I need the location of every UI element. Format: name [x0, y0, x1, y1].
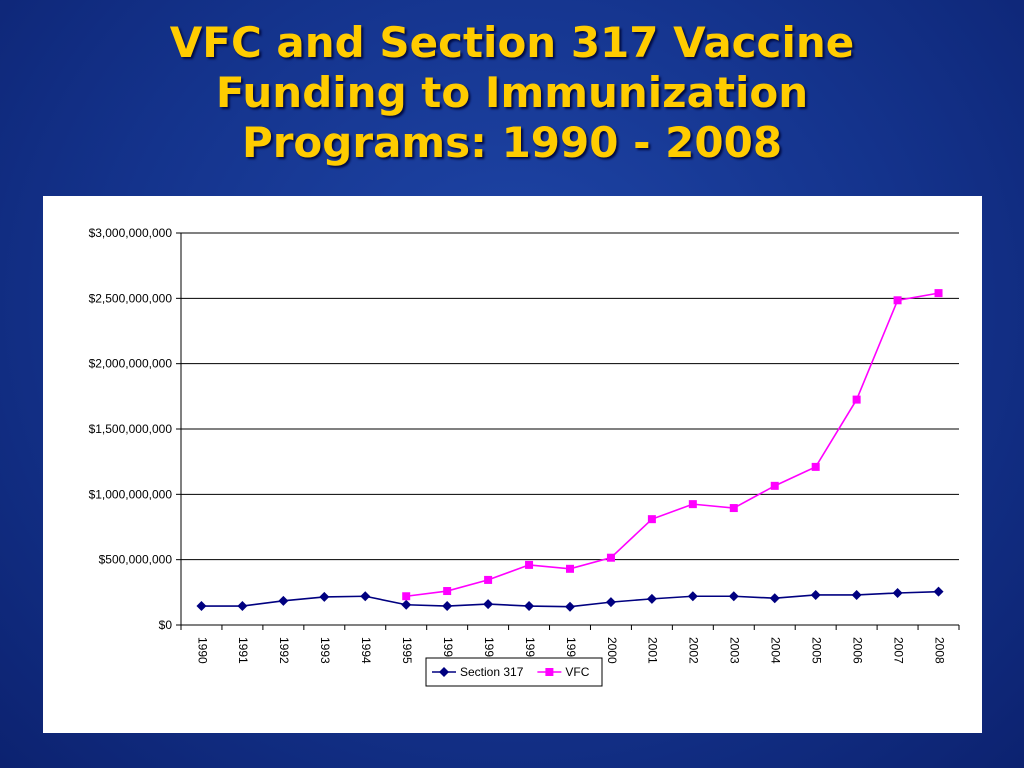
- section-317-point: [892, 587, 903, 598]
- y-tick-label: $2,500,000,000: [89, 291, 173, 305]
- x-tick-label: 1990: [195, 637, 209, 664]
- section-317-point: [524, 601, 535, 612]
- vfc-point: [852, 395, 861, 404]
- legend-label-vfc: VFC: [565, 665, 589, 679]
- title-line-3: Programs: 1990 - 2008: [241, 118, 783, 167]
- section-317-point: [278, 595, 289, 606]
- section-317-point: [565, 601, 575, 612]
- x-tick-label: 1994: [359, 637, 373, 664]
- y-tick-label: $3,000,000,000: [89, 226, 173, 240]
- section-317-point: [933, 586, 944, 597]
- axes: $0 $500,000,000 $1,000,000,000 $1,500,000,0…: [89, 226, 960, 664]
- y-tick-label: $1,000,000,000: [89, 487, 173, 501]
- x-tick-label: 1995: [400, 637, 414, 664]
- x-tick-label: 2000: [605, 637, 619, 664]
- vfc-point: [934, 289, 943, 298]
- legend-swatch-section-317: [439, 667, 449, 677]
- x-tick-label: 1993: [318, 637, 332, 664]
- section-317-point: [605, 597, 616, 608]
- y-tick-label: $0: [159, 618, 173, 632]
- series: [196, 289, 944, 612]
- legend-swatch-vfc: [545, 668, 554, 676]
- x-tick-label: 1991: [236, 637, 250, 664]
- legend: Section 317 VFC: [425, 657, 603, 687]
- vfc-point: [606, 553, 615, 562]
- section-317-point: [401, 599, 412, 610]
- vfc-point: [688, 500, 697, 509]
- x-tick-label: 2008: [932, 637, 946, 664]
- section-317-point: [237, 601, 248, 612]
- line-chart: $0 $500,000,000 $1,000,000,000 $1,500,000,0…: [89, 226, 960, 687]
- x-tick-label: 2007: [891, 637, 905, 664]
- x-tick-label: 1997: [482, 637, 496, 664]
- section-317-point: [810, 589, 821, 600]
- vfc-point: [525, 560, 534, 569]
- vfc-point: [647, 515, 656, 524]
- x-tick-label: 2006: [850, 637, 864, 664]
- section-317-point: [728, 591, 739, 602]
- vfc-point: [811, 462, 820, 471]
- slide-title: VFC and Section 317 Vaccine Funding to I…: [0, 18, 1024, 168]
- x-tick-label: 2002: [687, 637, 701, 664]
- section-317-point: [360, 591, 371, 602]
- vfc-point: [729, 504, 738, 513]
- section-317-point: [442, 601, 453, 612]
- section-317-point: [646, 593, 657, 604]
- title-line-1: VFC and Section 317 Vaccine: [169, 18, 855, 67]
- x-tick-label: 1998: [523, 637, 537, 664]
- x-tick-label: 2004: [769, 637, 783, 664]
- section-317-point: [687, 591, 698, 602]
- vfc-line: [406, 292, 939, 598]
- title-line-2: Funding to Immunization: [215, 68, 809, 117]
- vfc-point: [443, 587, 452, 596]
- chart-panel: $0 $500,000,000 $1,000,000,000 $1,500,000,0…: [43, 196, 982, 733]
- section-317-point: [319, 591, 330, 602]
- x-tick-label: 1992: [277, 637, 291, 664]
- vfc-point: [484, 575, 493, 584]
- vfc-point: [566, 564, 574, 573]
- y-tick-label: $2,000,000,000: [89, 357, 173, 371]
- y-tick-label: $500,000,000: [99, 553, 173, 567]
- vfc-point: [893, 296, 902, 305]
- vfc-point: [402, 592, 411, 601]
- vfc-point: [770, 481, 779, 490]
- x-tick-label: 1996: [441, 637, 455, 664]
- y-tick-label: $1,500,000,000: [89, 422, 173, 436]
- x-tick-label: 2003: [728, 637, 742, 664]
- x-tick-label: 2001: [646, 637, 660, 664]
- gridlines: [181, 232, 959, 561]
- x-tick-label: 1999: [564, 637, 578, 664]
- section-317-point: [483, 599, 494, 610]
- section-317-point: [196, 601, 207, 612]
- section-317-point: [769, 593, 780, 604]
- section-317-point: [851, 589, 862, 600]
- x-tick-label: 2005: [810, 637, 824, 664]
- legend-label-section-317: Section 317: [460, 665, 524, 679]
